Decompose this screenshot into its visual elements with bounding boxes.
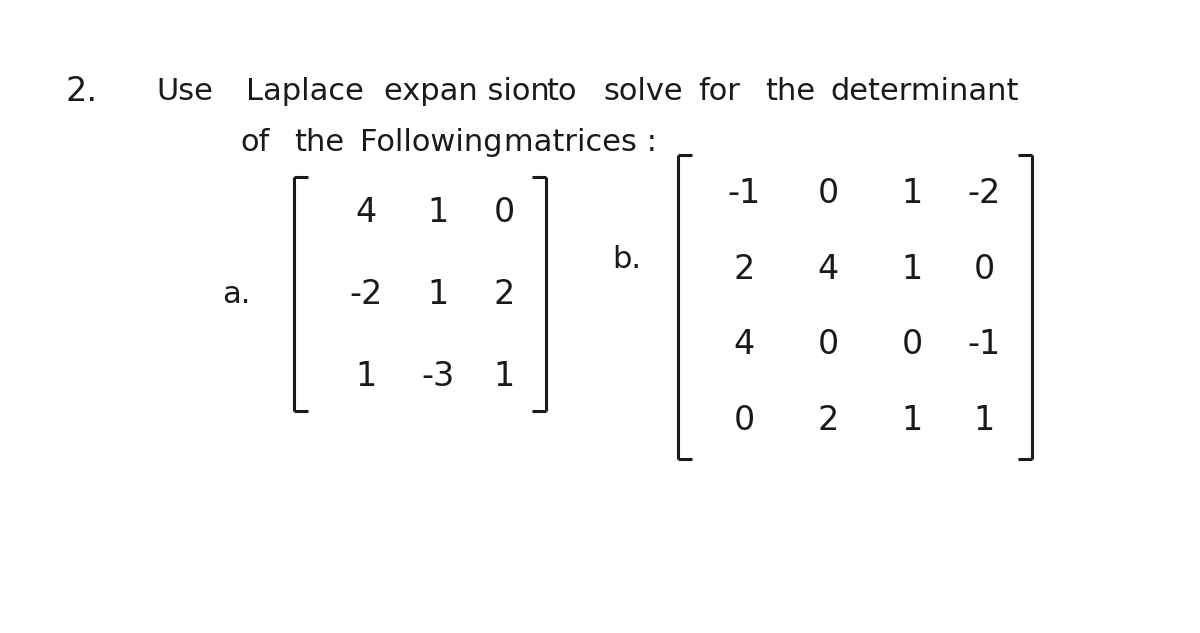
Text: a.: a. <box>222 280 251 309</box>
Text: 2: 2 <box>733 253 755 285</box>
Text: the: the <box>294 128 344 157</box>
Text: 4: 4 <box>817 253 839 285</box>
Text: Following: Following <box>360 128 503 157</box>
Text: 1: 1 <box>427 278 449 311</box>
Text: -3: -3 <box>421 360 455 393</box>
Text: 1: 1 <box>973 404 995 437</box>
Text: 2: 2 <box>493 278 515 311</box>
Text: 0: 0 <box>901 329 923 361</box>
Text: -2: -2 <box>967 177 1001 210</box>
Text: solve: solve <box>604 77 683 106</box>
Text: 1: 1 <box>901 253 923 285</box>
Text: determinant: determinant <box>830 77 1019 106</box>
Text: 0: 0 <box>973 253 995 285</box>
Text: for: for <box>698 77 740 106</box>
Text: to: to <box>546 77 576 106</box>
Text: -1: -1 <box>967 329 1001 361</box>
Text: 1: 1 <box>355 360 377 393</box>
Text: b.: b. <box>612 245 641 274</box>
Text: of: of <box>240 128 269 157</box>
Text: 0: 0 <box>493 196 515 229</box>
Text: 1: 1 <box>901 177 923 210</box>
Text: expan sion: expan sion <box>384 77 550 106</box>
Text: 4: 4 <box>733 329 755 361</box>
Text: 4: 4 <box>355 196 377 229</box>
Text: 1: 1 <box>427 196 449 229</box>
Text: the: the <box>766 77 816 106</box>
Text: 0: 0 <box>817 329 839 361</box>
Text: matrices :: matrices : <box>504 128 656 157</box>
Text: 1: 1 <box>493 360 515 393</box>
Text: 2.: 2. <box>66 75 98 108</box>
Text: 1: 1 <box>901 404 923 437</box>
Text: -2: -2 <box>349 278 383 311</box>
Text: 2: 2 <box>817 404 839 437</box>
Text: -1: -1 <box>727 177 761 210</box>
Text: Use: Use <box>156 77 212 106</box>
Text: 0: 0 <box>817 177 839 210</box>
Text: 0: 0 <box>733 404 755 437</box>
Text: Laplace: Laplace <box>246 77 364 106</box>
